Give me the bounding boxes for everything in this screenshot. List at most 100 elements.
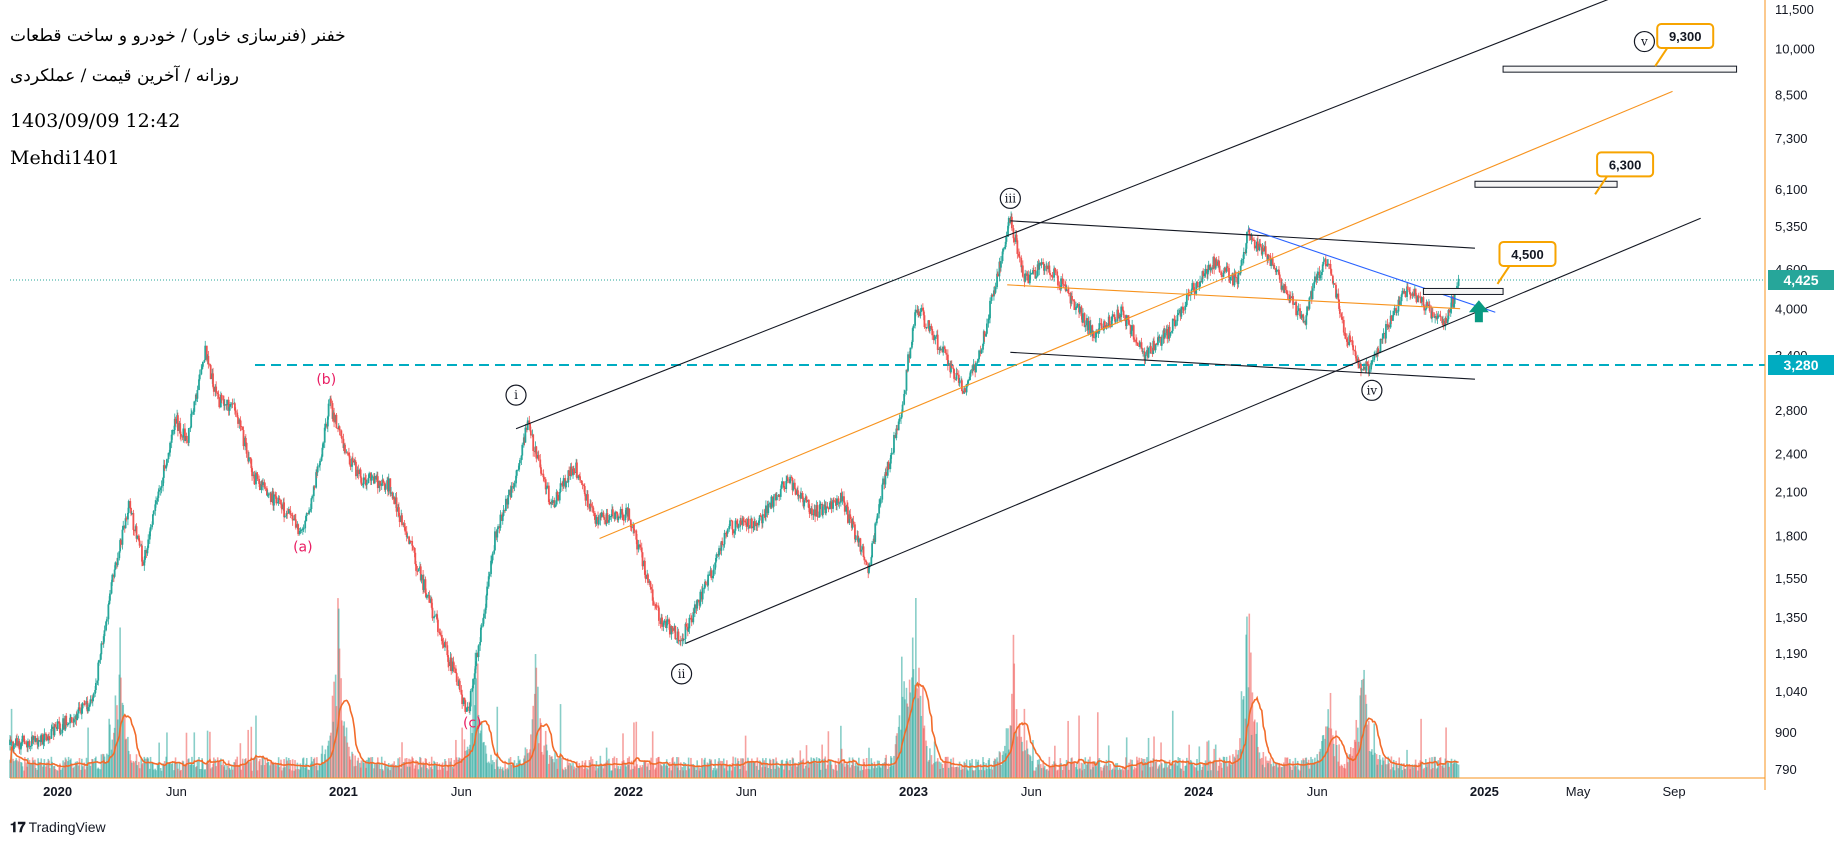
volume-bar: [934, 761, 937, 778]
candle-body: [1064, 284, 1066, 287]
volume-bar: [360, 760, 363, 778]
candle-body: [395, 497, 398, 512]
candle-body: [316, 466, 319, 473]
candle-body: [1331, 275, 1334, 284]
candle-body: [159, 487, 162, 491]
candle-body: [568, 470, 571, 476]
candle-body: [1377, 348, 1380, 353]
candle-body: [1131, 325, 1134, 331]
callout-box: [1596, 151, 1655, 178]
candle-body: [1242, 251, 1245, 259]
candle-body: [1195, 283, 1198, 294]
candle-body: [50, 728, 53, 739]
candle-body: [94, 682, 97, 691]
candle-body: [1317, 271, 1319, 276]
candle-body: [1288, 296, 1291, 301]
volume-bar: [608, 764, 611, 778]
volume-bar: [1248, 613, 1251, 778]
candle-body: [930, 325, 933, 329]
candle-body: [414, 552, 417, 565]
volume-bar: [1357, 741, 1360, 778]
volume-bar: [1062, 764, 1065, 778]
candle-body: [255, 472, 257, 485]
volume-bar: [1040, 768, 1043, 778]
candle-body: [685, 623, 688, 627]
candle-body: [359, 469, 362, 478]
candle-body: [608, 519, 610, 523]
candle-body: [1174, 321, 1177, 327]
candle-body: [933, 338, 936, 341]
candle-body: [92, 693, 95, 698]
candle-body: [462, 697, 465, 705]
volume-bar: [694, 767, 696, 778]
candle-body: [1199, 281, 1201, 287]
volume-bar: [789, 760, 791, 778]
candle-body: [27, 741, 29, 748]
volume-bar: [346, 742, 349, 778]
candle-body: [555, 492, 558, 505]
volume-bar: [532, 705, 535, 778]
candle-body: [750, 518, 753, 529]
y-tick-label: 1,350: [1775, 610, 1808, 625]
candle-body: [1409, 292, 1412, 295]
candle-body: [1049, 273, 1052, 276]
tradingview-logo[interactable]: 𝟏𝟕 TradingView: [10, 819, 106, 836]
candle-body: [412, 545, 414, 548]
candle-body: [602, 512, 605, 518]
candle-body: [633, 523, 635, 531]
volume-bar: [1027, 754, 1030, 778]
candle-body: [512, 486, 515, 488]
volume-bar: [1275, 762, 1278, 778]
candle-body: [1442, 320, 1445, 327]
volume-bar: [371, 756, 374, 778]
candle-body: [1242, 258, 1244, 261]
volume-bar: [1155, 759, 1158, 778]
volume-bar: [1032, 740, 1034, 778]
volume-bar: [945, 756, 948, 778]
candle-body: [1221, 275, 1223, 277]
volume-bar: [382, 770, 385, 778]
volume-bar: [475, 678, 477, 778]
volume-bar: [590, 756, 592, 778]
channel-upper-line: [515, 0, 1609, 430]
candle-body: [455, 673, 458, 682]
candle-body: [260, 481, 263, 491]
support-price-tag: 3,280: [1768, 355, 1834, 375]
volume-bar: [1437, 760, 1440, 778]
candle-body: [852, 521, 855, 525]
volume-bar: [302, 757, 305, 778]
candle-body: [417, 569, 420, 572]
candle-body: [603, 517, 606, 520]
volume-bar: [450, 757, 453, 778]
volume-bar: [936, 758, 939, 778]
candle-body: [53, 724, 56, 736]
candle-body: [895, 428, 898, 438]
candle-body: [1196, 282, 1199, 288]
candle-body: [277, 498, 280, 503]
candle-body: [1147, 347, 1150, 358]
volume-bar: [398, 757, 401, 778]
volume-bar: [316, 770, 319, 778]
candle-body: [728, 526, 731, 530]
candle-body: [401, 515, 403, 525]
candle-body: [227, 399, 230, 411]
volume-bar: [239, 743, 242, 778]
volume-bar: [965, 759, 968, 778]
candle-body: [1428, 304, 1431, 311]
candle-body: [76, 713, 79, 721]
candle-body: [559, 483, 562, 492]
volume-bar: [461, 727, 463, 778]
volume-bar: [776, 761, 778, 778]
candle-body: [163, 465, 166, 469]
candle-body: [1128, 320, 1130, 325]
candle-body: [822, 506, 824, 515]
candle-body: [10, 741, 13, 743]
volume-bar: [491, 760, 494, 778]
candle-body: [932, 335, 935, 341]
candle-body: [207, 355, 210, 365]
candle-body: [1434, 316, 1437, 318]
y-tick-label: 1,550: [1775, 571, 1808, 586]
candle-body: [1203, 273, 1206, 277]
